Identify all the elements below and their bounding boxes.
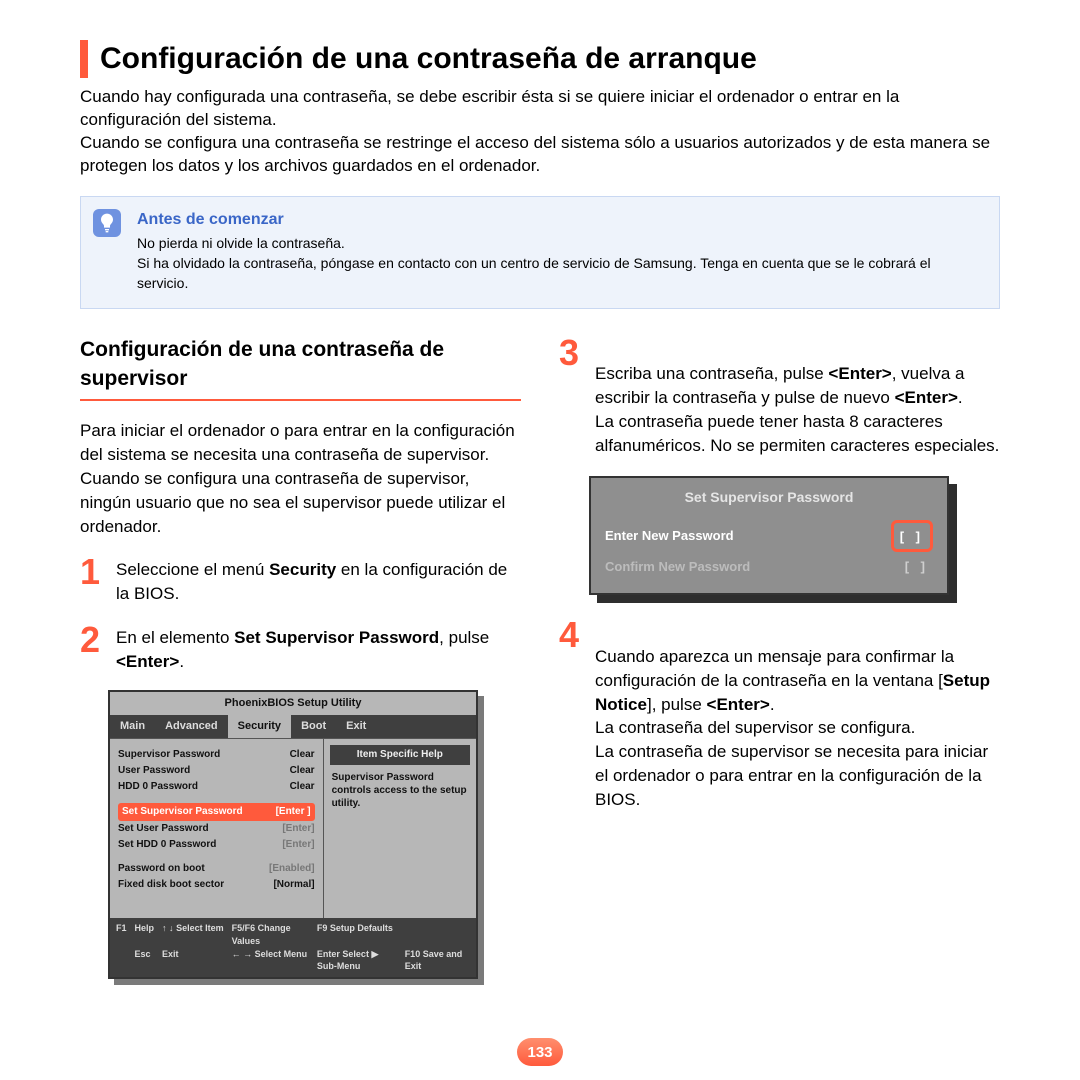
bios-tab-main: Main <box>110 715 155 738</box>
intro-paragraph: Cuando hay configurada una contraseña, s… <box>80 86 1000 178</box>
password-field: [ ] <box>901 558 933 576</box>
bios-row-highlighted: Set Supervisor Password[Enter ] <box>118 803 315 821</box>
bios-help-title: Item Specific Help <box>330 745 470 765</box>
title-accent-bar <box>80 40 88 78</box>
bios-tab-exit: Exit <box>336 715 376 738</box>
step-text: . <box>179 652 184 671</box>
step-text: ], pulse <box>647 695 707 714</box>
step-number: 4 <box>559 617 585 811</box>
bios-row: HDD 0 PasswordClear <box>118 779 315 795</box>
page-number-badge: 133 <box>517 1038 563 1066</box>
step-bold: <Enter> <box>828 364 891 383</box>
step-2: 2 En el elemento Set Supervisor Password… <box>80 622 521 674</box>
step-3: 3 Escriba una contraseña, pulse <Enter>,… <box>559 335 1000 458</box>
step-bold: <Enter> <box>895 388 958 407</box>
bios-tab-advanced: Advanced <box>155 715 228 738</box>
password-field: [ ] <box>896 529 928 544</box>
bios-help-panel: Item Specific Help Supervisor Password c… <box>323 739 476 918</box>
bios-row: Password on boot[Enabled] <box>118 861 315 877</box>
step-4: 4 Cuando aparezca un mensaje para confir… <box>559 617 1000 811</box>
lightbulb-icon <box>93 209 121 237</box>
left-column: Configuración de una contraseña de super… <box>80 335 521 979</box>
step-1: 1 Seleccione el menú Security en la conf… <box>80 554 521 606</box>
step-number: 2 <box>80 622 106 674</box>
confirm-password-label: Confirm New Password <box>605 558 750 576</box>
step-number: 3 <box>559 335 585 458</box>
enter-password-label: Enter New Password <box>605 527 734 545</box>
step-bold: Set Supervisor Password <box>234 628 439 647</box>
bios-help-text: Supervisor Password controls access to t… <box>330 765 470 816</box>
step-text: Escriba una contraseña, pulse <box>595 364 828 383</box>
bios-screenshot: PhoenixBIOS Setup Utility Main Advanced … <box>108 690 478 979</box>
step-text: Seleccione el menú <box>116 560 269 579</box>
bios-footer: F1Help ↑ ↓ Select Item F5/F6 Change Valu… <box>110 918 476 976</box>
bios-row: Fixed disk boot sector[Normal] <box>118 877 315 893</box>
bios-row: Set User Password[Enter] <box>118 821 315 837</box>
bios-row: Supervisor PasswordClear <box>118 747 315 763</box>
step-bold: <Enter> <box>116 652 179 671</box>
step-text: Cuando aparezca un mensaje para confirma… <box>595 647 954 690</box>
password-dialog: Set Supervisor Password Enter New Passwo… <box>589 476 949 596</box>
section-heading: Configuración de una contraseña de super… <box>80 335 521 402</box>
bios-tab-boot: Boot <box>291 715 336 738</box>
step-number: 1 <box>80 554 106 606</box>
step-bold: Security <box>269 560 336 579</box>
bios-row: User PasswordClear <box>118 763 315 779</box>
tip-box: Antes de comenzar No pierda ni olvide la… <box>80 196 1000 309</box>
bios-tabs: Main Advanced Security Boot Exit <box>110 715 476 738</box>
tip-body: No pierda ni olvide la contraseña. Si ha… <box>137 233 983 294</box>
bios-left-panel: Supervisor PasswordClear User PasswordCl… <box>110 739 323 918</box>
enter-password-field-highlight: [ ] <box>891 520 933 552</box>
bios-row: Set HDD 0 Password[Enter] <box>118 837 315 853</box>
bios-tab-security: Security <box>228 715 291 738</box>
step-text: En el elemento <box>116 628 234 647</box>
page-title: Configuración de una contraseña de arran… <box>100 42 757 76</box>
password-dialog-title: Set Supervisor Password <box>605 488 933 508</box>
step-bold: <Enter> <box>707 695 770 714</box>
section-intro: Para iniciar el ordenador o para entrar … <box>80 419 521 538</box>
step-text: , pulse <box>439 628 489 647</box>
right-column: 3 Escriba una contraseña, pulse <Enter>,… <box>559 335 1000 979</box>
tip-heading: Antes de comenzar <box>137 211 983 229</box>
bios-utility-title: PhoenixBIOS Setup Utility <box>110 692 476 715</box>
